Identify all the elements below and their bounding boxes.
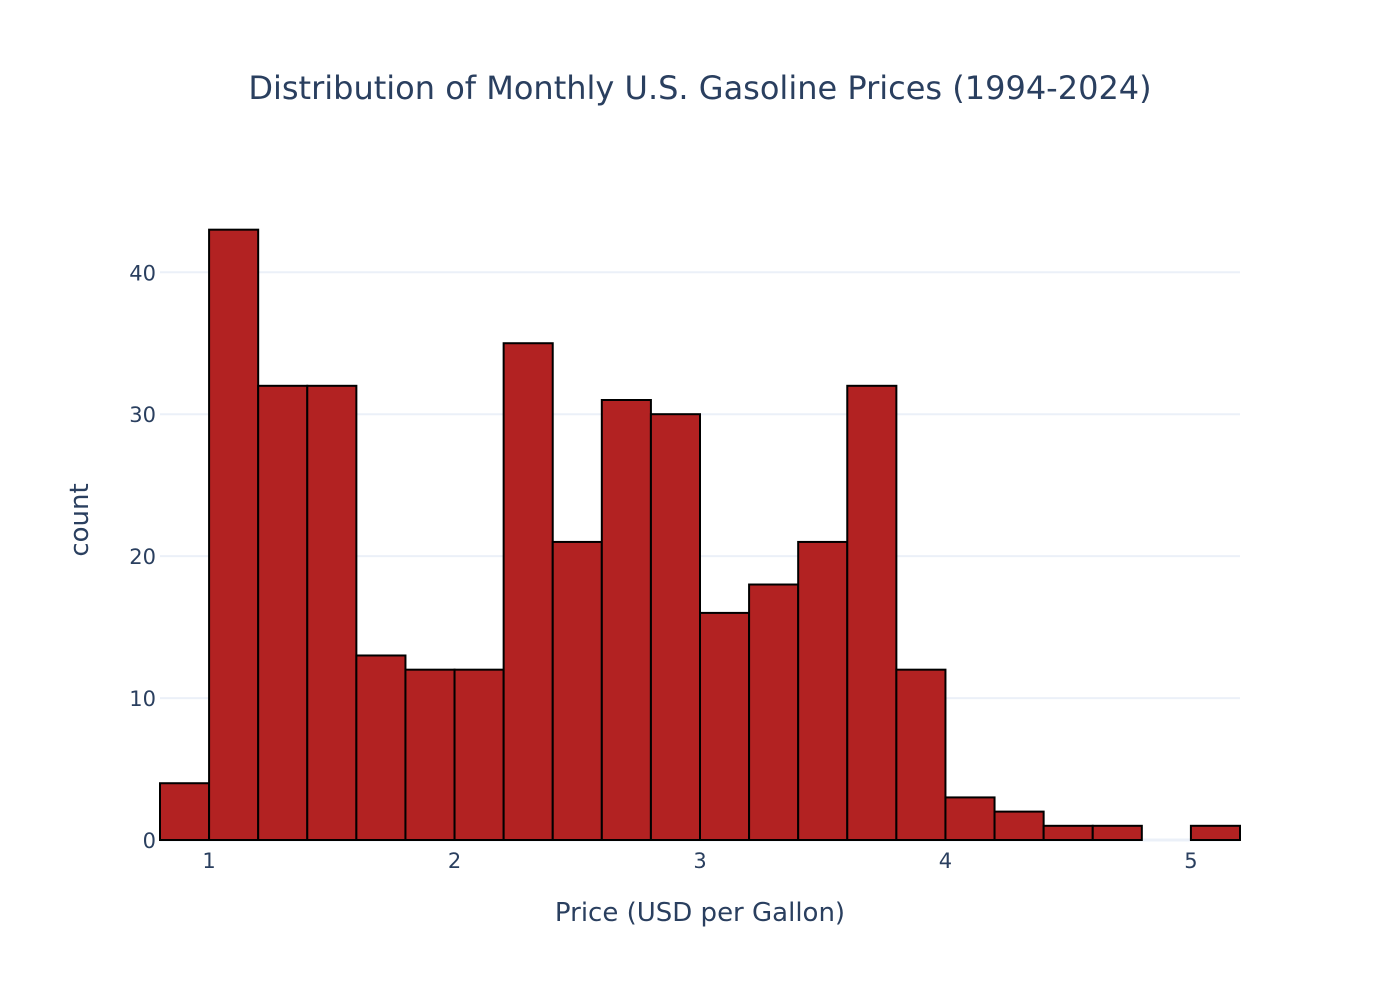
histogram-bar-10[interactable] xyxy=(649,413,702,841)
histogram-bar-8[interactable] xyxy=(551,540,603,841)
x-tick-label: 5 xyxy=(1184,849,1197,873)
y-axis-ticks: 0 10 20 30 40 xyxy=(129,261,156,853)
y-tick-label: 10 xyxy=(129,687,156,711)
y-tick-label: 40 xyxy=(129,261,156,285)
histogram-bar-21[interactable] xyxy=(1189,824,1241,842)
histogram-bar-18[interactable] xyxy=(1042,824,1094,842)
y-tick-label: 0 xyxy=(143,829,156,853)
histogram-bar-0[interactable] xyxy=(159,782,211,842)
histogram-bar-15[interactable] xyxy=(895,668,947,842)
histogram-bar-2[interactable] xyxy=(257,384,309,841)
y-tick-label: 30 xyxy=(129,403,156,427)
histogram-bar-16[interactable] xyxy=(944,796,996,842)
chart-title: Distribution of Monthly U.S. Gasoline Pr… xyxy=(248,69,1151,107)
y-axis-title: count xyxy=(65,483,95,556)
histogram-bar-3[interactable] xyxy=(306,384,358,841)
histogram-bar-11[interactable] xyxy=(699,611,751,841)
histogram-bar-6[interactable] xyxy=(453,668,505,842)
histogram-bar-14[interactable] xyxy=(846,384,898,841)
histogram-bar-7[interactable] xyxy=(502,342,554,841)
histogram-bar-4[interactable] xyxy=(355,654,407,842)
histogram-bar-17[interactable] xyxy=(993,810,1045,842)
histogram-bar-1[interactable] xyxy=(208,228,260,841)
x-tick-label: 1 xyxy=(202,849,215,873)
x-axis-title: Price (USD per Gallon) xyxy=(555,898,845,928)
x-axis-ticks: 1 2 3 4 5 xyxy=(202,849,1197,873)
histogram-bar-9[interactable] xyxy=(600,399,652,841)
histogram-bar-13[interactable] xyxy=(797,540,849,841)
x-tick-label: 2 xyxy=(448,849,461,873)
x-tick-label: 3 xyxy=(693,849,706,873)
x-tick-label: 4 xyxy=(939,849,952,873)
histogram-bar-5[interactable] xyxy=(404,668,456,842)
histogram-bar-12[interactable] xyxy=(748,583,800,841)
y-tick-label: 20 xyxy=(129,545,156,569)
histogram-bars xyxy=(159,228,1241,842)
histogram-bar-19[interactable] xyxy=(1091,824,1143,842)
